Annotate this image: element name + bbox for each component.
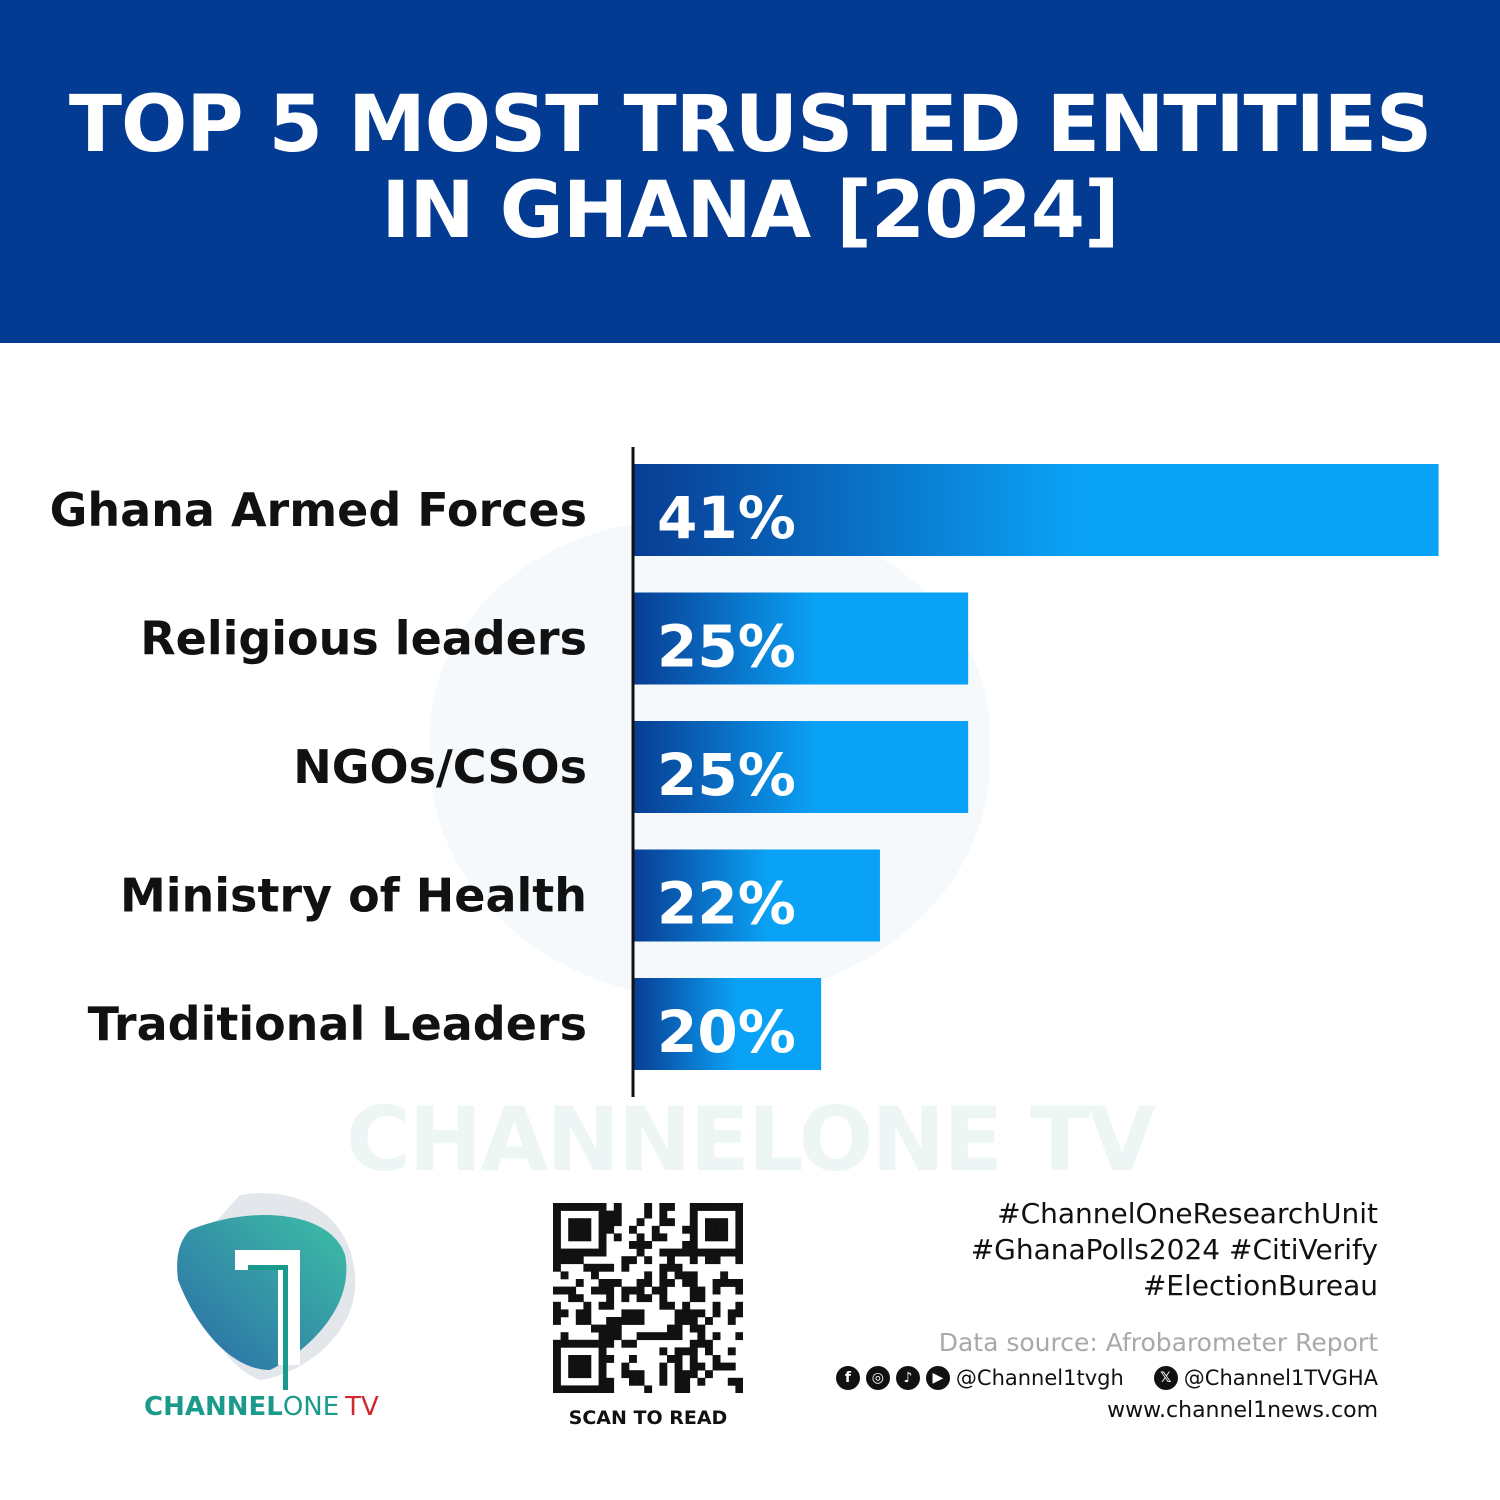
category-label: Traditional Leaders	[88, 997, 587, 1051]
category-label: NGOs/CSOs	[293, 740, 587, 794]
youtube-icon[interactable]: ▶	[925, 1366, 950, 1390]
tiktok-icon[interactable]: ♪	[895, 1366, 920, 1390]
hashtag-line: #ChannelOneResearchUnit	[997, 1197, 1378, 1230]
scan-label: SCAN TO READ	[568, 1407, 728, 1429]
x-icon[interactable]: 𝕏	[1153, 1366, 1178, 1390]
header-banner: TOP 5 MOST TRUSTED ENTITIES IN GHANA [20…	[0, 0, 1500, 343]
data-source: Data source: Afrobarometer Report	[938, 1328, 1378, 1357]
bar	[633, 592, 969, 685]
title-line-2: IN GHANA [2024]	[381, 166, 1119, 256]
social-handle-2[interactable]: @Channel1TVGHA	[1183, 1366, 1378, 1390]
instagram-icon[interactable]: ◎	[865, 1366, 890, 1390]
bar	[633, 464, 1439, 556]
facebook-icon[interactable]: f	[835, 1366, 860, 1390]
page-title: TOP 5 MOST TRUSTED ENTITIES IN GHANA [20…	[0, 82, 1500, 254]
hashtag-line: #ElectionBureau	[1142, 1269, 1378, 1302]
social-handle-1[interactable]: @Channel1tvgh	[955, 1366, 1124, 1390]
watermark-text: CHANNELONE TV	[345, 1088, 1156, 1191]
value-label: 25%	[657, 741, 796, 809]
title-line-1: TOP 5 MOST TRUSTED ENTITIES	[68, 80, 1432, 170]
value-label: 20%	[657, 998, 796, 1066]
value-label: 41%	[657, 484, 796, 552]
qr-code[interactable]	[553, 1203, 743, 1393]
value-label: 25%	[657, 613, 796, 681]
category-label: Ghana Armed Forces	[50, 483, 587, 537]
value-label: 22%	[657, 870, 796, 938]
social-handles: f ◎ ♪ ▶ @Channel1tvgh 𝕏 @Channel1TVGHA	[835, 1366, 1378, 1390]
logo-text: CHANNELONE TV	[144, 1392, 379, 1422]
category-label: Ministry of Health	[120, 869, 587, 923]
category-label: Religious leaders	[140, 612, 587, 666]
bar	[633, 978, 822, 1070]
hashtag-line: #GhanaPolls2024 #CitiVerify	[970, 1233, 1378, 1266]
hashtags: #ChannelOneResearchUnit #GhanaPolls2024 …	[971, 1196, 1378, 1304]
bar	[633, 721, 969, 813]
website-link[interactable]: www.channel1news.com	[1107, 1398, 1378, 1423]
bar	[633, 849, 880, 942]
channelone-logo: CHANNELONE TV	[144, 1193, 379, 1422]
